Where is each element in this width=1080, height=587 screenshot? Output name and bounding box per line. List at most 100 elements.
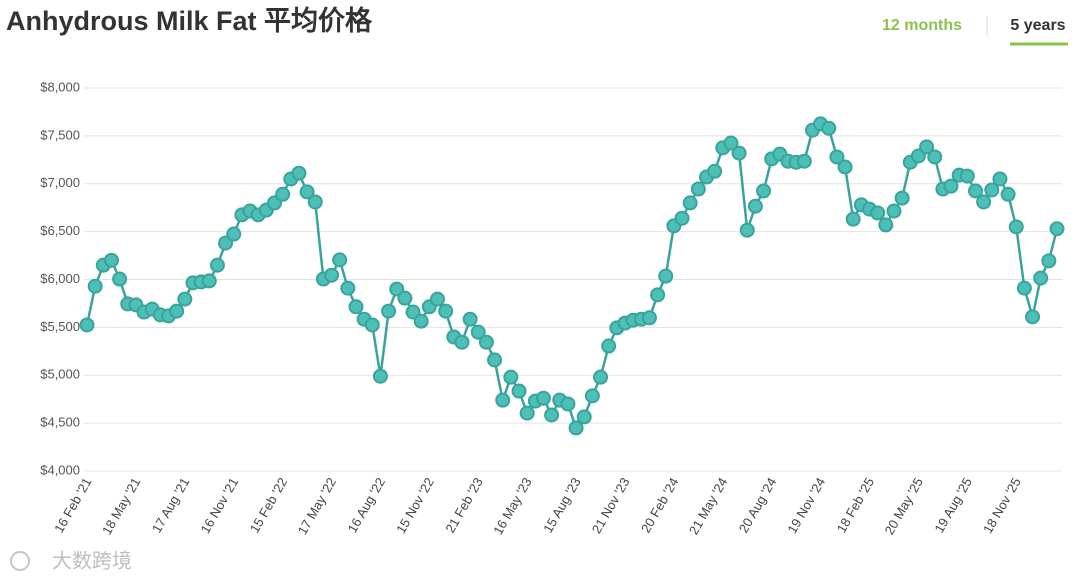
price-point [837,159,853,175]
x-tick-label: 18 May '21 [99,475,144,537]
price-point [984,182,1000,198]
price-point [756,183,772,199]
x-tick-label: 18 Feb '25 [834,475,878,535]
price-point [1041,253,1057,269]
x-tick-label: 19 Nov '24 [784,475,828,536]
price-point [682,195,698,211]
tab-5-years[interactable]: 5 years [1010,17,1065,34]
price-point [1000,186,1016,202]
price-point [1049,221,1065,237]
price-point [641,310,657,326]
watermark-text: 大数跨境 [52,549,132,572]
price-point [275,186,291,202]
x-tick-label: 16 Aug '22 [345,475,389,535]
price-point [1008,219,1024,235]
price-point [886,203,902,219]
price-point [454,334,470,350]
price-point [690,181,706,197]
x-tick-label: 19 Aug '25 [931,475,975,535]
price-point [177,291,193,307]
price-point [169,303,185,319]
price-point [674,210,690,226]
price-point [389,281,405,297]
price-point [707,163,723,179]
price-point [478,334,494,350]
price-point [1025,309,1041,325]
y-tick-label: $4,500 [40,415,80,430]
price-point [910,148,926,164]
y-tick-label: $7,000 [40,175,80,190]
price-point [544,407,560,423]
price-point [372,368,388,384]
price-point [462,311,478,327]
price-point [430,291,446,307]
price-point [348,299,364,315]
y-tick-label: $8,000 [40,79,80,94]
price-point [821,120,837,136]
page-title: Anhydrous Milk Fat 平均价格 [6,6,373,36]
price-point [959,168,975,184]
price-point [487,352,503,368]
x-tick-label: 20 Feb '24 [638,475,682,535]
price-point [470,324,486,340]
price-point [79,317,95,333]
price-point [731,145,747,161]
price-point [226,226,242,242]
y-tick-label: $6,500 [40,223,80,238]
price-point [829,149,845,165]
price-point [967,183,983,199]
price-point [845,211,861,227]
x-tick-label: 20 Aug '24 [736,475,780,535]
price-point [878,217,894,233]
price-point [560,396,576,412]
price-point [519,405,535,421]
price-point [511,383,527,399]
price-point [919,139,935,155]
x-tick-label: 17 Aug '21 [149,475,193,535]
x-tick-label: 15 Nov '22 [393,475,437,536]
tab-12-months[interactable]: 12 months [882,17,962,34]
price-point [576,409,592,425]
price-point [870,205,886,221]
price-point [927,149,943,165]
x-tick-label: 21 May '24 [686,475,731,537]
price-point [943,178,959,194]
price-point [584,388,600,404]
price-point [218,235,234,251]
price-point [1033,270,1049,286]
price-point [201,273,217,289]
x-tick-label: 16 Nov '21 [197,475,241,536]
x-tick-label: 20 May '25 [881,475,926,537]
price-point [112,271,128,287]
watermark-logo [10,551,30,571]
y-tick-label: $5,000 [40,367,80,382]
price-point [381,303,397,319]
y-tick-label: $6,000 [40,271,80,286]
price-point [397,290,413,306]
x-tick-label: 18 Nov '25 [980,475,1024,536]
price-point [103,252,119,268]
price-point [209,257,225,273]
plot-area: $4,000 $4,500 $5,000 $5,500 $6,000 $6,500 $7,0… [40,79,1065,537]
price-point [324,267,340,283]
price-point [299,184,315,200]
price-point [535,390,551,406]
price-point [291,165,307,181]
price-point [796,153,812,169]
price-point [364,317,380,333]
x-tick-label: 16 May '23 [490,475,535,537]
x-tick-label: 15 Feb '22 [247,475,291,535]
price-point [568,420,584,436]
y-tick-label: $5,500 [40,319,80,334]
price-point [601,338,617,354]
price-point [332,252,348,268]
price-point [593,369,609,385]
x-tick-label: 17 May '22 [295,475,340,537]
price-point [992,171,1008,187]
price-point [723,135,739,151]
price-point [739,222,755,238]
price-point [413,313,429,329]
price-point [405,304,421,320]
